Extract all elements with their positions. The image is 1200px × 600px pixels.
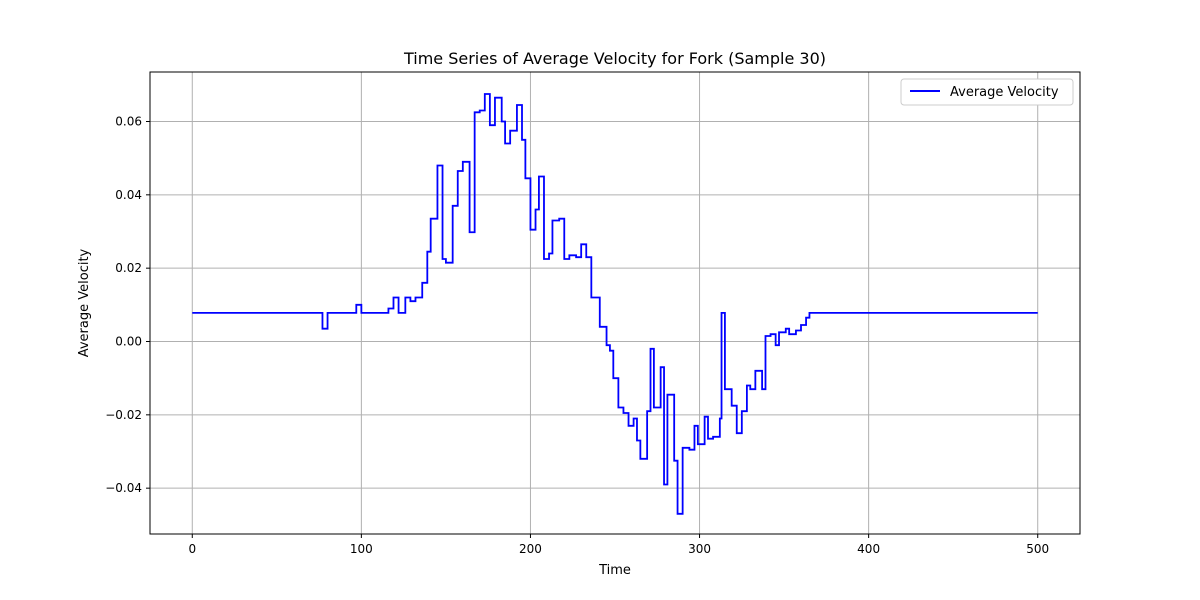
x-tick-label: 400 [857, 542, 880, 556]
y-tick-label: 0.00 [115, 335, 142, 349]
y-tick-label: −0.04 [105, 481, 142, 495]
chart-title: Time Series of Average Velocity for Fork… [403, 49, 826, 68]
x-axis: 0 100 200 300 400 500 [188, 534, 1049, 556]
plot-area [192, 93, 1038, 515]
legend-box [900, 78, 1074, 106]
x-tick-label: 100 [350, 542, 373, 556]
y-axis: −0.04 −0.02 0.00 0.02 0.04 0.06 [105, 115, 150, 495]
y-tick-label: 0.04 [115, 188, 142, 202]
y-axis-label: Average Velocity [77, 248, 92, 357]
y-tick-label: 0.02 [115, 261, 142, 275]
x-tick-label: 200 [519, 542, 542, 556]
legend: Average Velocity [900, 78, 1074, 106]
legend-label: Average Velocity [950, 85, 1059, 100]
x-tick-label: 300 [688, 542, 711, 556]
y-tick-label: 0.06 [115, 115, 142, 129]
plot-frame [149, 71, 1081, 535]
series-line-average-velocity [192, 93, 1038, 515]
x-tick-label: 500 [1026, 542, 1049, 556]
x-tick-label: 0 [188, 542, 196, 556]
y-tick-label: −0.02 [105, 408, 142, 422]
x-axis-label: Time [598, 563, 631, 578]
grid [150, 72, 1080, 534]
